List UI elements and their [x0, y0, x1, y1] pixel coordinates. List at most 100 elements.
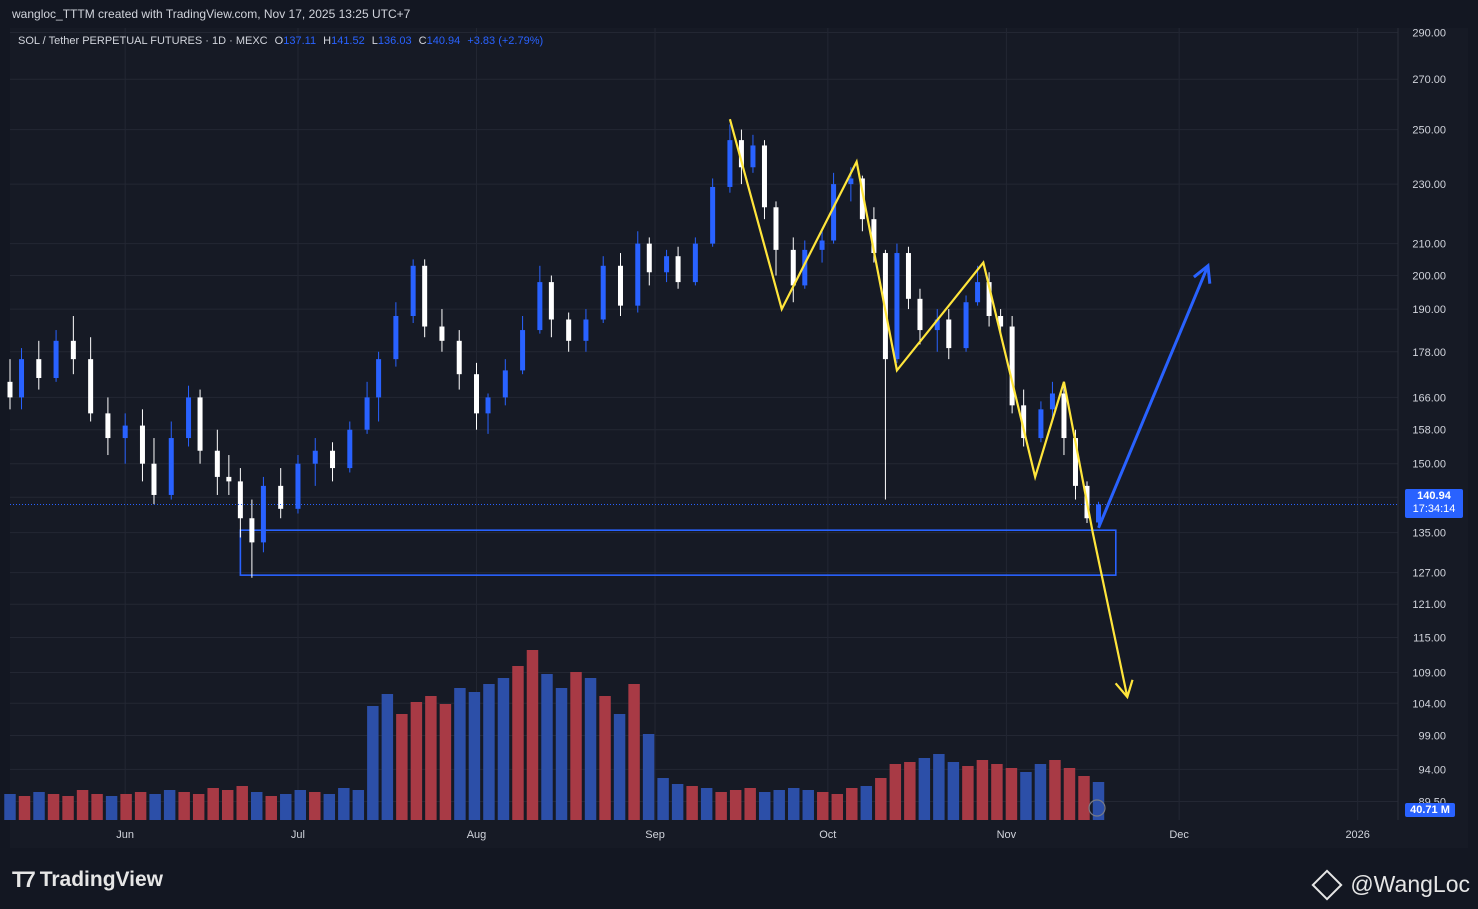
binance-diamond-icon	[1311, 868, 1343, 901]
candle-body[interactable]	[566, 319, 572, 341]
candle-body[interactable]	[237, 481, 243, 519]
candle-body[interactable]	[1072, 438, 1078, 486]
volume-bar	[584, 678, 597, 820]
candle-body[interactable]	[520, 330, 526, 371]
candle-body[interactable]	[36, 359, 42, 378]
volume-bar	[468, 692, 481, 820]
volume-bar	[802, 790, 814, 820]
candle-body[interactable]	[675, 256, 681, 283]
candle-body[interactable]	[410, 265, 416, 317]
volume-bar	[178, 792, 190, 820]
candle-body[interactable]	[1038, 409, 1044, 439]
high-label: H	[323, 35, 332, 47]
candle-body[interactable]	[474, 374, 480, 414]
candle-body[interactable]	[548, 282, 554, 320]
candle-body[interactable]	[1061, 393, 1067, 439]
candle-body[interactable]	[260, 485, 266, 543]
candle-body[interactable]	[664, 256, 670, 273]
y-tick-label: 190.00	[1412, 304, 1446, 316]
volume-bar	[33, 792, 45, 820]
volume-bar	[149, 794, 161, 820]
candle-body[interactable]	[819, 240, 825, 250]
candle-body[interactable]	[122, 425, 128, 439]
candle-body[interactable]	[1096, 504, 1102, 523]
yellow-zigzag-line[interactable]	[728, 118, 1129, 698]
candle-body[interactable]	[186, 397, 192, 439]
volume-bar	[134, 792, 147, 820]
candle-body[interactable]	[151, 463, 157, 495]
candle-body[interactable]	[831, 184, 837, 241]
candle-body[interactable]	[1009, 326, 1015, 406]
candle-body[interactable]	[934, 319, 940, 331]
candle-body[interactable]	[710, 186, 716, 244]
candle-body[interactable]	[738, 140, 744, 168]
candle-body[interactable]	[139, 425, 145, 464]
candle-body[interactable]	[502, 370, 508, 398]
candle-body[interactable]	[917, 298, 923, 331]
candle-body[interactable]	[53, 340, 59, 378]
volume-bar	[715, 792, 727, 820]
candle-body[interactable]	[364, 397, 370, 430]
y-tick-label: 127.00	[1412, 568, 1446, 580]
candle-body[interactable]	[19, 359, 25, 398]
candle-body[interactable]	[635, 243, 641, 306]
candle-body[interactable]	[168, 438, 174, 495]
candle-body[interactable]	[422, 265, 428, 327]
candle-body[interactable]	[330, 450, 336, 469]
candle-body[interactable]	[1021, 405, 1027, 439]
candle-body[interactable]	[485, 397, 491, 414]
candle-body[interactable]	[761, 145, 767, 208]
candle-body[interactable]	[848, 178, 854, 185]
volume-bar	[323, 794, 336, 820]
candle-body[interactable]	[790, 249, 796, 286]
candle-body[interactable]	[600, 265, 606, 320]
candle-body[interactable]	[88, 359, 94, 414]
volume-bar	[773, 790, 785, 820]
candle-body[interactable]	[197, 397, 203, 451]
lightning-icon[interactable]	[1088, 799, 1106, 817]
candle-body[interactable]	[963, 302, 969, 349]
y-tick-label: 99.00	[1418, 730, 1446, 742]
symbol-title[interactable]: SOL / Tether PERPETUAL FUTURES · 1D · ME…	[18, 35, 268, 47]
candle-body[interactable]	[986, 282, 992, 317]
candle-body[interactable]	[393, 316, 399, 360]
candle-body[interactable]	[646, 243, 652, 273]
candle-body[interactable]	[295, 463, 301, 509]
candle-body[interactable]	[226, 476, 232, 482]
candle-body[interactable]	[750, 145, 756, 168]
candle-body[interactable]	[70, 340, 76, 360]
candle-body[interactable]	[617, 265, 623, 306]
candle-body[interactable]	[802, 249, 808, 286]
support-zone-box[interactable]	[239, 529, 1117, 576]
candle-body[interactable]	[105, 413, 111, 439]
candle-body[interactable]	[946, 319, 952, 349]
candle-body[interactable]	[975, 282, 981, 303]
volume-bar	[163, 790, 176, 820]
candle-body[interactable]	[583, 319, 589, 341]
blue-projection-line[interactable]	[1097, 265, 1210, 529]
candle-body[interactable]	[727, 140, 733, 187]
candle-body[interactable]	[537, 282, 543, 331]
candle-body[interactable]	[1049, 393, 1055, 410]
candle-body[interactable]	[859, 178, 865, 220]
candle-body[interactable]	[894, 253, 900, 360]
volume-bar	[439, 704, 452, 820]
candle-body[interactable]	[312, 450, 318, 464]
candle-body[interactable]	[7, 381, 13, 398]
candle-body[interactable]	[773, 207, 779, 250]
candle-body[interactable]	[998, 316, 1004, 327]
candle-body[interactable]	[214, 450, 220, 477]
candle-body[interactable]	[456, 340, 462, 375]
candle-body[interactable]	[439, 326, 445, 341]
candle-body[interactable]	[871, 219, 877, 254]
candle-body[interactable]	[905, 253, 911, 299]
candle-body[interactable]	[249, 518, 255, 543]
last-price: 140.94	[1417, 490, 1451, 502]
volume-bar	[1092, 782, 1105, 820]
candle-body[interactable]	[692, 243, 698, 283]
tradingview-logo[interactable]: T7 TradingView	[12, 867, 163, 893]
candle-body[interactable]	[347, 429, 353, 469]
candle-body[interactable]	[278, 485, 284, 509]
candle-body[interactable]	[376, 359, 382, 398]
